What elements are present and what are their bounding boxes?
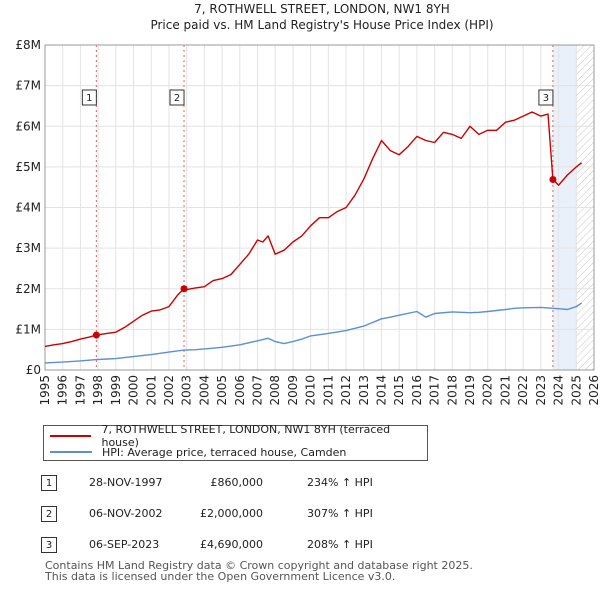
chart-legend: 7, ROTHWELL STREET, LONDON, NW1 8YH (ter… xyxy=(43,423,428,461)
x-tick-label: 2008 xyxy=(268,375,282,406)
x-tick-label: 2014 xyxy=(374,375,388,406)
x-tick-label: 1999 xyxy=(109,375,123,406)
chart-subtitle: Price paid vs. HM Land Registry's House … xyxy=(150,18,493,32)
sale-label-text: 3 xyxy=(543,93,549,104)
plot-border xyxy=(44,44,595,371)
sale-number-badge: 3 xyxy=(41,537,57,553)
x-tick-label: 2021 xyxy=(498,375,512,406)
footer-line-1: Contains HM Land Registry data © Crown c… xyxy=(45,559,473,572)
x-tick-label: 2025 xyxy=(569,375,583,406)
sales-table: 1 28-NOV-1997 £860,000 234% ↑ HPI 2 06-N… xyxy=(41,472,461,565)
x-tick-label: 1996 xyxy=(56,375,70,406)
y-tick-label: £3M xyxy=(15,241,41,255)
legend-label-property: 7, ROTHWELL STREET, LONDON, NW1 8YH (ter… xyxy=(101,423,391,449)
table-row: 3 06-SEP-2023 £4,690,000 208% ↑ HPI xyxy=(41,534,461,558)
sale-date: 06-SEP-2023 xyxy=(89,538,160,551)
x-tick-label: 2018 xyxy=(445,375,459,406)
x-tick-label: 2003 xyxy=(180,375,194,406)
sale-price: £2,000,000 xyxy=(200,507,263,520)
sale-label-text: 1 xyxy=(86,93,92,104)
x-tick-label: 2015 xyxy=(392,375,406,406)
legend-entry-hpi: HPI: Average price, terraced house, Camd… xyxy=(50,444,346,460)
legend-swatch-hpi xyxy=(50,451,92,453)
legend-entry-property: 7, ROTHWELL STREET, LONDON, NW1 8YH (ter… xyxy=(50,423,427,449)
sale-number-badge: 1 xyxy=(41,475,57,491)
footer-attribution: Contains HM Land Registry data © Crown c… xyxy=(45,560,473,582)
table-row: 2 06-NOV-2002 £2,000,000 307% ↑ HPI xyxy=(41,503,461,527)
legend-label-hpi: HPI: Average price, terraced house, Camd… xyxy=(102,445,347,459)
x-tick-label: 2004 xyxy=(197,375,211,406)
x-tick-label: 2020 xyxy=(481,375,495,406)
x-tick-label: 2016 xyxy=(410,375,424,406)
x-tick-label: 2006 xyxy=(233,375,247,406)
sale-price: £4,690,000 xyxy=(200,538,263,551)
y-tick-label: £8M xyxy=(15,38,41,52)
sale-label-box xyxy=(81,89,97,106)
x-tick-label: 2000 xyxy=(127,375,141,406)
x-tick-label: 2007 xyxy=(251,375,265,406)
x-tick-label: 2017 xyxy=(428,375,442,406)
sale-date: 28-NOV-1997 xyxy=(89,476,163,489)
x-tick-label: 2022 xyxy=(516,375,530,406)
table-row: 1 28-NOV-1997 £860,000 234% ↑ HPI xyxy=(41,472,461,496)
sale-label-box xyxy=(538,89,554,106)
sale-label-box xyxy=(169,89,185,106)
x-tick-label: 2013 xyxy=(357,375,371,406)
x-tick-label: 2001 xyxy=(144,375,158,406)
sale-point xyxy=(92,331,100,339)
sale-hpi-change: 307% ↑ HPI xyxy=(307,507,373,520)
series-line-hpi xyxy=(44,302,582,364)
sale-point xyxy=(549,175,557,183)
x-tick-label: 2023 xyxy=(534,375,548,406)
x-tick-label: 2026 xyxy=(587,375,600,406)
y-tick-label: £5M xyxy=(15,160,41,174)
legend-swatch-property xyxy=(50,435,92,437)
chart-title: 7, ROTHWELL STREET, LONDON, NW1 8YH xyxy=(194,2,450,16)
y-tick-label: £6M xyxy=(15,119,41,133)
x-tick-label: 1997 xyxy=(73,375,87,406)
y-tick-label: £4M xyxy=(15,201,41,215)
x-tick-label: 1998 xyxy=(91,375,105,406)
x-tick-label: 2011 xyxy=(321,375,335,406)
y-tick-label: £7M xyxy=(15,79,41,93)
y-tick-label: £2M xyxy=(15,282,41,296)
y-tick-label: £0 xyxy=(26,363,41,377)
sale-hpi-change: 234% ↑ HPI xyxy=(307,476,373,489)
x-tick-label: 2009 xyxy=(286,375,300,406)
series-line-property xyxy=(44,111,583,348)
x-tick-label: 2002 xyxy=(162,375,176,406)
x-tick-label: 1995 xyxy=(38,375,52,406)
sale-hpi-change: 208% ↑ HPI xyxy=(307,538,373,551)
x-tick-label: 2019 xyxy=(463,375,477,406)
footer-line-2: This data is licensed under the Open Gov… xyxy=(45,570,396,583)
sale-date: 06-NOV-2002 xyxy=(89,507,163,520)
x-tick-label: 2005 xyxy=(215,375,229,406)
x-tick-label: 2024 xyxy=(552,375,566,406)
sale-price: £860,000 xyxy=(210,476,264,489)
x-tick-label: 2012 xyxy=(339,375,353,406)
sale-number-badge: 2 xyxy=(41,506,57,522)
y-tick-label: £1M xyxy=(15,322,41,336)
sale-point xyxy=(180,285,188,293)
price-chart: 7, ROTHWELL STREET, LONDON, NW1 8YH Pric… xyxy=(15,2,600,406)
x-tick-label: 2010 xyxy=(304,375,318,406)
sale-label-text: 2 xyxy=(174,93,180,104)
